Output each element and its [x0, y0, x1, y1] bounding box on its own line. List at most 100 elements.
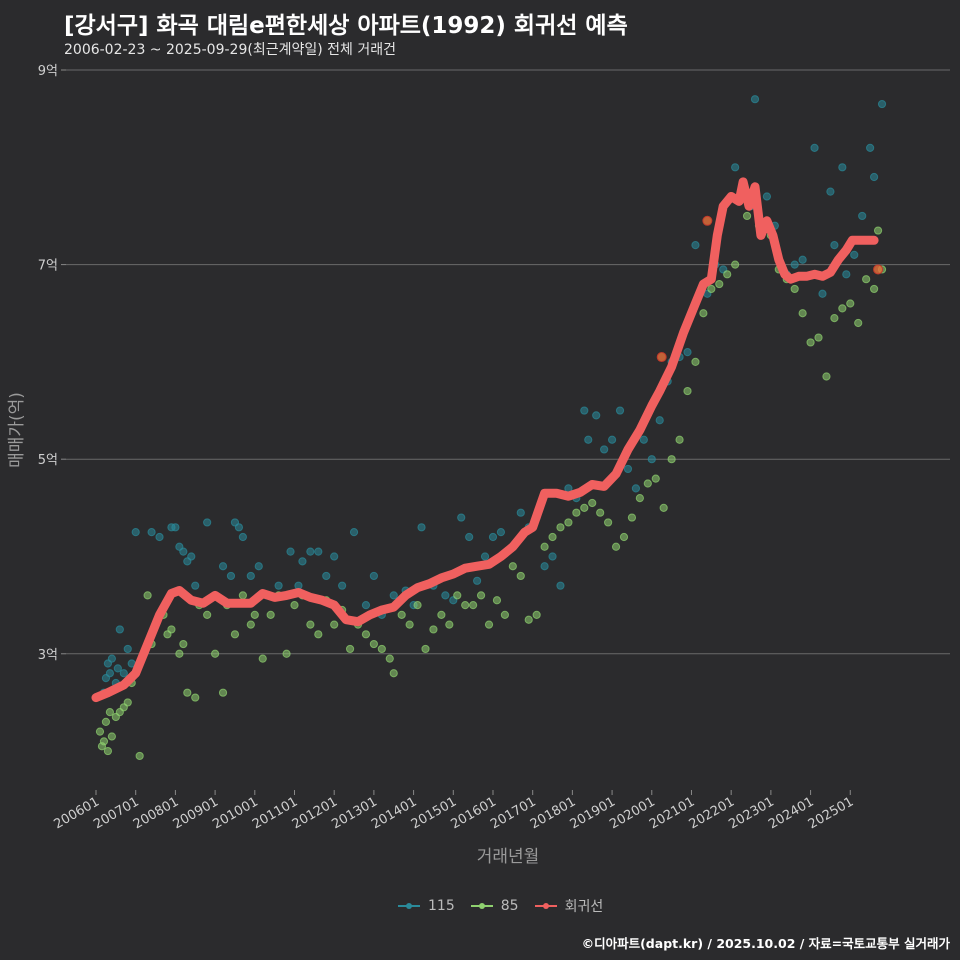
data-point-115	[556, 581, 565, 590]
source-caption: ©디아파트(dapt.kr) / 2025.10.02 / 자료=국토교통부 실…	[581, 936, 950, 951]
legend-label: 85	[500, 898, 519, 914]
data-point-85	[361, 630, 371, 639]
data-point-85	[611, 542, 621, 551]
data-point-85	[723, 270, 732, 279]
data-point-85	[699, 309, 708, 318]
data-point-85	[476, 591, 486, 600]
data-point-85	[707, 284, 716, 294]
data-point-85	[230, 630, 240, 639]
data-point-85	[95, 727, 105, 736]
data-point-115	[457, 513, 466, 522]
data-point-85	[580, 503, 589, 512]
data-point-115	[187, 552, 196, 561]
data-point-85	[643, 479, 652, 488]
data-point-115	[246, 571, 255, 581]
data-point-85	[101, 717, 111, 726]
data-point-115	[417, 523, 426, 532]
data-point-115	[683, 348, 692, 357]
data-point-85	[532, 610, 541, 619]
data-point-85	[667, 455, 676, 464]
highlighted-point	[702, 215, 713, 226]
data-point-85	[421, 644, 430, 654]
data-point-115	[877, 99, 887, 109]
data-point-85	[548, 532, 557, 542]
data-point-85	[167, 625, 176, 634]
data-point-115	[750, 95, 760, 104]
data-point-115	[441, 591, 450, 600]
legend-item-85[interactable]: 85	[470, 898, 519, 914]
data-point-115	[330, 552, 339, 561]
y-tick-label: 7억	[38, 259, 58, 274]
data-point-115	[647, 455, 656, 464]
data-point-115	[584, 435, 593, 444]
data-point-85	[191, 693, 200, 702]
data-point-85	[385, 654, 394, 663]
data-point-115	[234, 523, 244, 532]
legend-swatch-icon	[470, 903, 493, 909]
data-point-115	[226, 571, 236, 581]
data-point-85	[330, 620, 339, 629]
data-point-85	[246, 620, 255, 629]
x-tick-label: 202501	[806, 794, 856, 832]
legend-label: 회귀선	[564, 899, 604, 915]
y-tick-label: 5억	[38, 453, 58, 468]
data-point-115	[631, 484, 640, 493]
data-point-85	[175, 649, 184, 658]
data-point-85	[389, 669, 398, 678]
data-point-85	[306, 620, 315, 629]
data-point-85	[429, 625, 438, 634]
x-axis-title: 거래년월	[477, 847, 540, 867]
data-point-85	[445, 620, 454, 629]
data-point-115	[516, 508, 525, 517]
data-point-115	[842, 270, 851, 279]
data-point-85	[453, 591, 462, 600]
data-point-115	[218, 562, 228, 571]
data-point-85	[500, 610, 509, 619]
data-point-115	[830, 241, 839, 250]
data-point-85	[314, 630, 323, 639]
data-point-85	[830, 314, 839, 323]
data-point-115	[119, 669, 128, 678]
data-point-85	[135, 751, 144, 761]
data-point-85	[492, 596, 502, 605]
data-point-115	[762, 192, 772, 201]
data-point-85	[405, 620, 414, 629]
data-point-115	[147, 528, 156, 537]
data-point-85	[596, 508, 605, 517]
legend: 115 85 회귀선	[398, 896, 619, 916]
legend-item-115[interactable]: 115	[398, 898, 455, 914]
data-point-85	[250, 610, 259, 619]
data-point-115	[179, 547, 188, 556]
legend-item-regression[interactable]: 회귀선	[534, 896, 604, 916]
data-point-115	[286, 547, 295, 556]
data-point-115	[540, 562, 549, 571]
data-point-115	[238, 532, 247, 542]
data-point-115	[592, 411, 601, 420]
data-point-115	[115, 625, 124, 634]
data-point-85	[691, 357, 700, 366]
data-point-115	[869, 172, 879, 182]
data-point-85	[798, 309, 807, 318]
data-point-115	[465, 532, 474, 542]
data-point-85	[731, 260, 740, 269]
data-point-85	[683, 386, 692, 396]
data-point-85	[715, 279, 724, 289]
data-point-85	[183, 688, 192, 697]
data-point-115	[191, 581, 200, 590]
data-point-115	[113, 664, 122, 673]
data-point-85	[282, 649, 291, 658]
y-axis-title: 매매가(억)	[7, 392, 27, 468]
data-point-115	[488, 532, 498, 542]
data-point-115	[655, 416, 664, 425]
data-point-85	[588, 498, 597, 508]
data-point-85	[105, 708, 114, 717]
data-point-115	[691, 241, 700, 250]
data-point-85	[627, 513, 637, 522]
data-point-85	[179, 639, 188, 649]
data-point-115	[798, 255, 807, 264]
data-point-85	[210, 649, 220, 658]
data-point-85	[218, 688, 228, 697]
y-tick-label: 9억	[38, 64, 58, 79]
data-point-85	[822, 372, 831, 381]
